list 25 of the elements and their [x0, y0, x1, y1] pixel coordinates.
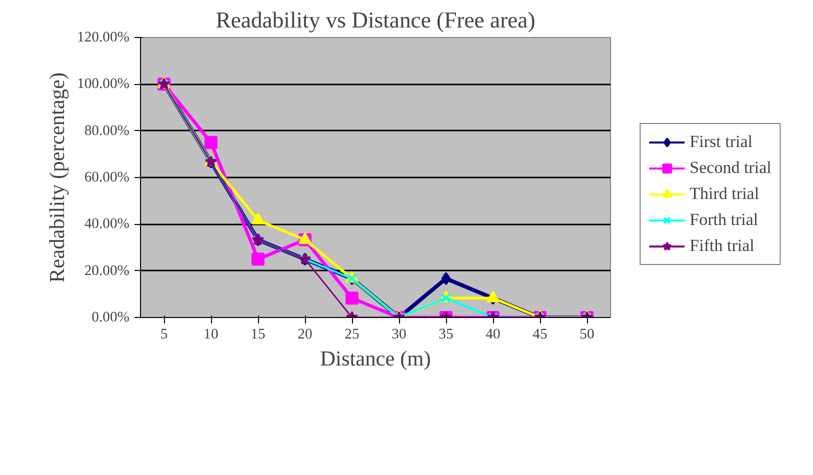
- y-tick-label: 60.00%: [84, 170, 130, 186]
- y-axis-title: Readability (percentage): [44, 72, 69, 283]
- x-tick-label: 20: [298, 326, 312, 342]
- y-tick-label: 40.00%: [84, 216, 130, 232]
- x-tick-label: 35: [438, 326, 454, 342]
- x-tick-label: 40: [486, 326, 500, 342]
- x-axis-title: Distance (m): [320, 346, 431, 370]
- x-tick-label: 45: [532, 326, 548, 342]
- legend-label: Fifth trial: [690, 236, 754, 256]
- x-tick-label: 15: [250, 326, 266, 342]
- legend-label: Forth trial: [690, 210, 758, 230]
- legend-label: Third trial: [690, 184, 760, 204]
- legend-label: First trial: [690, 132, 752, 152]
- y-tick-label: 80.00%: [84, 122, 130, 139]
- y-tick-label: 0.00%: [92, 310, 130, 326]
- x-tick-label: 10: [204, 326, 218, 342]
- y-tick-label: 120.00%: [76, 30, 130, 46]
- y-tick-label: 100.00%: [76, 76, 130, 92]
- y-tick-label: 20.00%: [84, 262, 130, 279]
- x-tick-label: 50: [580, 326, 594, 342]
- chart-title: Readability vs Distance (Free area): [216, 8, 536, 32]
- legend-label: Second trial: [690, 158, 772, 178]
- x-tick-label: 30: [392, 326, 406, 342]
- x-tick-label: 5: [160, 326, 168, 342]
- x-tick-label: 25: [344, 326, 360, 342]
